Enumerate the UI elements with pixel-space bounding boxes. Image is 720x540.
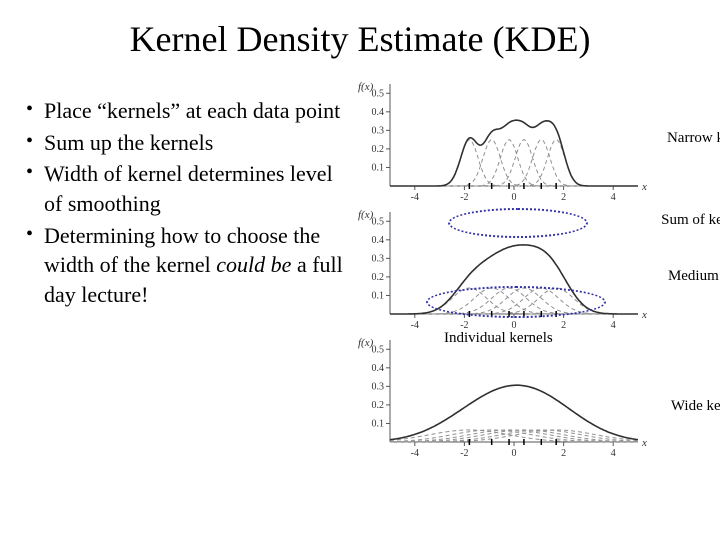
svg-text:2: 2 xyxy=(561,192,566,203)
bullet-item: Determining how to choose the width of t… xyxy=(24,221,344,310)
svg-text:4: 4 xyxy=(611,448,616,459)
svg-text:-4: -4 xyxy=(411,320,419,331)
svg-text:0: 0 xyxy=(512,448,517,459)
svg-text:-2: -2 xyxy=(460,192,468,203)
bullets-column: Place “kernels” at each data pointSum up… xyxy=(24,78,344,462)
svg-text:0.3: 0.3 xyxy=(372,125,385,136)
svg-text:4: 4 xyxy=(611,320,616,331)
svg-text:0.4: 0.4 xyxy=(372,235,385,246)
svg-text:2: 2 xyxy=(561,448,566,459)
slide-title: Kernel Density Estimate (KDE) xyxy=(24,18,696,60)
annot-individual: Individual kernels xyxy=(444,330,553,347)
svg-text:4: 4 xyxy=(611,192,616,203)
bullet-item: Width of kernel determines level of smoo… xyxy=(24,159,344,218)
svg-text:0.2: 0.2 xyxy=(372,400,385,411)
annot-narrow: Narrow kernel xyxy=(667,130,720,147)
svg-text:0.1: 0.1 xyxy=(372,162,385,173)
annot-sum: Sum of kernels xyxy=(661,212,720,229)
svg-text:0.4: 0.4 xyxy=(372,107,385,118)
svg-text:0.4: 0.4 xyxy=(372,363,385,374)
bullet-item: Place “kernels” at each data point xyxy=(24,96,344,126)
svg-text:0.2: 0.2 xyxy=(372,272,385,283)
panel-medium: -4-2024x0.10.20.30.40.5f(x) Sum of kerne… xyxy=(348,206,696,334)
panel-narrow: -4-2024x0.10.20.30.40.5f(x) Narrow kerne… xyxy=(348,78,696,206)
svg-text:0.3: 0.3 xyxy=(372,381,385,392)
svg-text:-2: -2 xyxy=(460,448,468,459)
svg-text:f(x): f(x) xyxy=(358,81,374,93)
svg-text:-4: -4 xyxy=(411,192,419,203)
plots-column: -4-2024x0.10.20.30.40.5f(x) Narrow kerne… xyxy=(348,78,696,462)
svg-text:f(x): f(x) xyxy=(358,209,374,221)
ellipse-sum xyxy=(448,208,588,238)
panel-wide: -4-2024x0.10.20.30.40.5f(x) Individual k… xyxy=(348,334,696,462)
svg-text:-4: -4 xyxy=(411,448,419,459)
kde-plot-narrow: -4 -2 0 2 4 x 0.1 0.2 0.3 0.4 0.5f(x) xyxy=(348,78,648,206)
svg-text:0.1: 0.1 xyxy=(372,418,385,429)
svg-text:0.5: 0.5 xyxy=(372,344,385,355)
ellipse-kernels xyxy=(426,286,606,318)
bullets-list: Place “kernels” at each data pointSum up… xyxy=(24,96,344,310)
annot-wide: Wide kernel xyxy=(671,398,720,415)
svg-text:x: x xyxy=(641,309,647,321)
svg-text:f(x): f(x) xyxy=(358,337,374,349)
svg-text:0.1: 0.1 xyxy=(372,290,385,301)
svg-text:0.5: 0.5 xyxy=(372,216,385,227)
svg-text:0: 0 xyxy=(512,192,517,203)
annot-medium: Medium kernel xyxy=(668,268,720,285)
svg-text:0.2: 0.2 xyxy=(372,144,385,155)
svg-text:x: x xyxy=(641,181,647,193)
svg-text:2: 2 xyxy=(561,320,566,331)
bullet-item: Sum up the kernels xyxy=(24,128,344,158)
svg-text:x: x xyxy=(641,437,647,449)
svg-text:0.3: 0.3 xyxy=(372,253,385,264)
kde-plot-wide: -4 -2 0 2 4 x 0.1 0.2 0.3 0.4 0.5f(x) xyxy=(348,334,648,462)
svg-text:0.5: 0.5 xyxy=(372,88,385,99)
